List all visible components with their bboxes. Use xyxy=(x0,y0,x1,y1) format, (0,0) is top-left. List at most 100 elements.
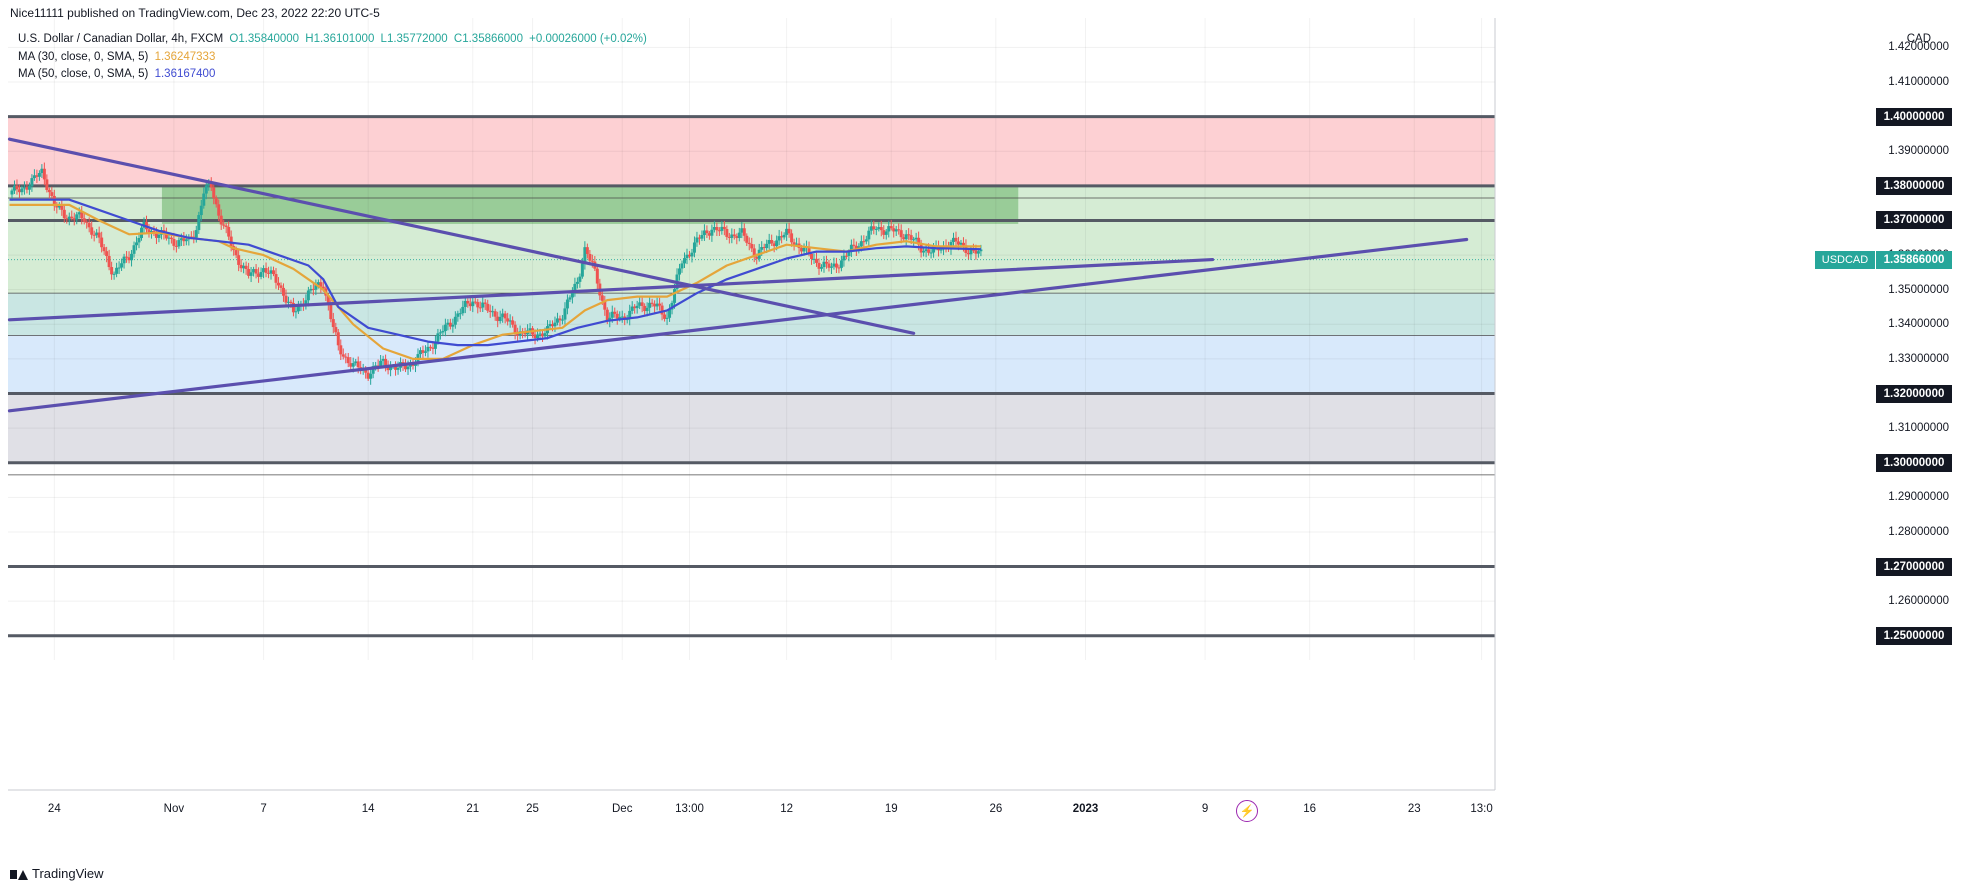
candle-body xyxy=(117,267,121,269)
candle-body xyxy=(27,186,31,190)
price-tick-label: 1.39000000 xyxy=(1888,145,1949,158)
candle-body xyxy=(775,240,779,247)
candle-body xyxy=(82,218,86,222)
candle-body xyxy=(859,241,863,247)
candle-body xyxy=(222,224,226,226)
candle-body xyxy=(590,260,594,262)
candle-body xyxy=(628,310,632,320)
candle-body xyxy=(570,292,574,298)
candle-body xyxy=(209,183,213,188)
price-tick-label: 1.29000000 xyxy=(1888,491,1949,504)
candle-body xyxy=(678,268,682,275)
candle-body xyxy=(10,190,14,195)
candle-body xyxy=(682,258,686,264)
candle-body xyxy=(680,263,684,269)
price-tick-label: 1.25000000 xyxy=(1876,626,1952,645)
candle-body xyxy=(715,227,719,231)
candle-body xyxy=(137,238,141,243)
candle-body xyxy=(244,265,248,270)
candle-body xyxy=(197,215,201,231)
candle-body xyxy=(72,218,76,220)
candle-body xyxy=(807,246,811,254)
candle-body xyxy=(914,237,918,240)
time-tick-label: 9 xyxy=(1201,803,1209,815)
candle-body xyxy=(346,357,350,364)
candle-body xyxy=(32,175,36,179)
candle-body xyxy=(658,303,662,306)
candle-body xyxy=(451,324,455,327)
candle-body xyxy=(75,214,79,220)
candle-body xyxy=(252,269,256,273)
candle-body xyxy=(949,241,953,249)
candle-body xyxy=(351,363,355,367)
legend-ma50-row[interactable]: MA (50, close, 0, SMA, 5) 1.36167400 xyxy=(18,68,218,80)
candle-body xyxy=(966,252,970,255)
footer-brand-text: TradingView xyxy=(32,866,104,881)
candle-body xyxy=(665,317,669,319)
candle-body xyxy=(750,244,754,249)
trendline-rising-support xyxy=(7,237,1469,413)
legend-ma30-row[interactable]: MA (30, close, 0, SMA, 5) 1.36247333 xyxy=(18,51,218,63)
candle-body xyxy=(478,307,482,309)
candle-body xyxy=(692,242,696,253)
time-tick-label: 24 xyxy=(47,803,61,815)
candle-body xyxy=(107,256,111,268)
candle-body xyxy=(829,266,833,268)
candle-body xyxy=(37,173,41,177)
candle-body xyxy=(553,322,557,327)
zone-consolidation-box xyxy=(161,185,1019,224)
ma50-line xyxy=(9,198,981,347)
candle-body xyxy=(179,238,183,241)
candle-body xyxy=(483,302,487,304)
candle-body xyxy=(264,268,268,273)
candle-body xyxy=(573,283,577,293)
candle-body xyxy=(655,303,659,307)
candle-body xyxy=(40,168,44,174)
candle-body xyxy=(732,234,736,237)
candle-body xyxy=(630,306,634,311)
lightning-icon[interactable]: ⚡ xyxy=(1236,800,1258,822)
candle-body xyxy=(274,274,278,283)
candle-body xyxy=(404,364,408,370)
candle-body xyxy=(815,258,819,263)
candle-body xyxy=(259,272,263,277)
candle-body xyxy=(25,187,29,190)
candle-body xyxy=(690,252,694,257)
candle-body xyxy=(737,232,741,239)
candle-body xyxy=(384,358,388,367)
price-tick-label: 1.35000000 xyxy=(1888,283,1949,296)
candle-body xyxy=(294,311,298,313)
candle-body xyxy=(772,243,776,247)
candle-body xyxy=(780,236,784,238)
candle-body xyxy=(100,237,104,248)
candle-body xyxy=(306,290,310,301)
candle-body xyxy=(379,360,383,366)
footer-brand[interactable]: TradingView xyxy=(10,866,104,881)
candle-body xyxy=(262,268,266,273)
candle-body xyxy=(722,226,726,230)
candle-body xyxy=(887,226,891,232)
candle-body xyxy=(381,358,385,361)
candle-body xyxy=(785,228,789,235)
candle-body xyxy=(356,361,360,368)
candle-body xyxy=(705,230,709,234)
candle-body xyxy=(349,363,353,367)
candle-body xyxy=(762,247,766,249)
candle-body xyxy=(468,303,472,307)
candle-body xyxy=(70,216,74,219)
candle-body xyxy=(712,227,716,230)
candle-body xyxy=(971,249,975,251)
candle-body xyxy=(319,282,323,287)
candle-body xyxy=(339,345,343,355)
candle-body xyxy=(22,187,26,189)
candle-body xyxy=(443,324,447,332)
candle-body xyxy=(730,234,734,238)
candle-body xyxy=(127,257,131,261)
candle-body xyxy=(583,247,587,264)
candle-body xyxy=(112,273,116,275)
legend-ma50-label: MA (50, close, 0, SMA, 5) xyxy=(18,68,149,80)
candle-body xyxy=(827,263,831,268)
zone-support xyxy=(8,393,1495,463)
candle-body xyxy=(685,254,689,259)
